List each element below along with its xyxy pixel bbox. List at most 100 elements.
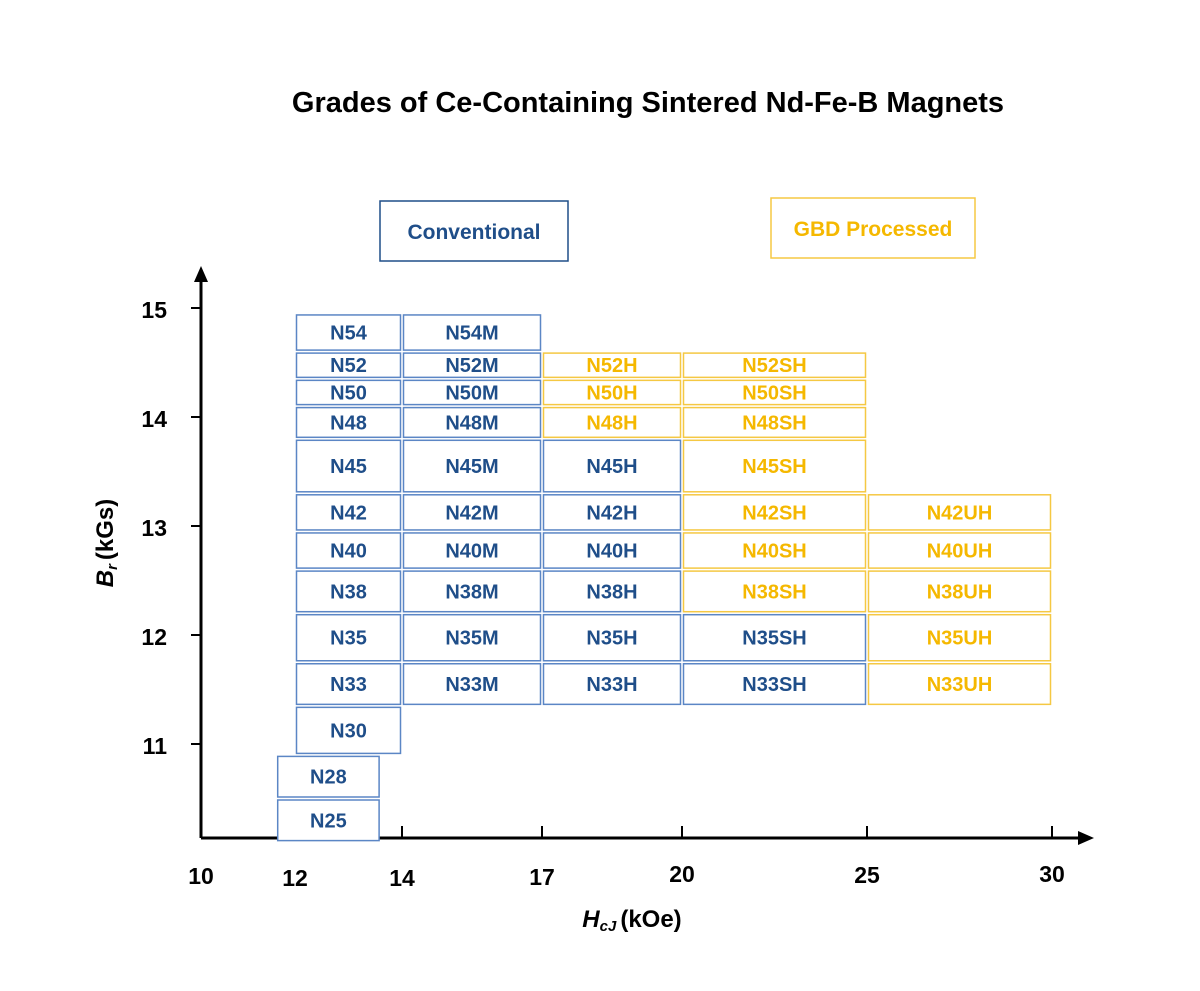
legend: Conventional GBD Processed	[379, 197, 976, 262]
y-axis-label: Br (kGs)	[92, 499, 121, 588]
grade-label-n42sh: N42SH	[742, 502, 806, 524]
grade-cell-n50h	[542, 379, 682, 406]
x-ticks: 10 12 14 17 20 25 30	[188, 826, 1065, 891]
grade-label-n33: N33	[330, 674, 367, 696]
grade-cell-n40uh	[867, 532, 1052, 569]
x-axis-label-unit: (kOe)	[620, 906, 681, 933]
x-axis-label-sub: cJ	[600, 918, 617, 935]
grade-cell-n30	[295, 706, 402, 755]
grade-label-n35h: N35H	[586, 628, 637, 650]
grade-cell-n45h	[542, 439, 682, 493]
grade-label-n40m: N40M	[445, 541, 498, 563]
grade-label-n50: N50	[330, 382, 367, 404]
grade-cell-n33sh	[682, 663, 867, 706]
grade-cell-n40h	[542, 532, 682, 569]
grade-label-n45sh: N45SH	[742, 456, 806, 478]
y-tick-label-11: 11	[143, 733, 168, 759]
grade-cell-n35sh	[682, 613, 867, 662]
y-ticks: 11 12 13 14 15	[141, 297, 201, 759]
grade-label-n33uh: N33UH	[927, 674, 993, 696]
grade-cell-n40sh	[682, 532, 867, 569]
grade-cell-n40	[295, 532, 402, 569]
grade-label-n38uh: N38UH	[927, 581, 993, 603]
grade-label-n33sh: N33SH	[742, 674, 806, 696]
grade-label-n48h: N48H	[586, 412, 637, 434]
grade-cell-n33	[295, 663, 402, 706]
grade-label-n40sh: N40SH	[742, 541, 806, 563]
grade-cell-n52	[295, 352, 402, 379]
grade-label-n30: N30	[330, 720, 367, 742]
grade-label-n38h: N38H	[586, 581, 637, 603]
grade-cell-n45sh	[682, 439, 867, 493]
grade-cell-n42h	[542, 494, 682, 531]
legend-box-conventional	[379, 200, 569, 262]
grade-cell-n38sh	[682, 570, 867, 613]
grade-cell-n45m	[402, 439, 542, 493]
grade-label-n38: N38	[330, 581, 367, 603]
grade-label-n25: N25	[310, 810, 347, 832]
grade-label-n48sh: N48SH	[742, 412, 806, 434]
grade-label-n50m: N50M	[445, 382, 498, 404]
grade-cell-n42uh	[867, 494, 1052, 531]
grade-cell-n42	[295, 494, 402, 531]
grade-cell-n48	[295, 406, 402, 439]
grade-label-n35uh: N35UH	[927, 628, 993, 650]
grade-label-n42uh: N42UH	[927, 502, 993, 524]
grade-label-n35sh: N35SH	[742, 628, 806, 650]
grade-label-n50sh: N50SH	[742, 382, 806, 404]
grade-label-n40h: N40H	[586, 541, 637, 563]
grade-cell-n35m	[402, 613, 542, 662]
grade-label-n33h: N33H	[586, 674, 637, 696]
grade-cell-n54	[295, 314, 402, 351]
x-axis-label-main: H	[582, 906, 600, 933]
grade-label-n38m: N38M	[445, 581, 498, 603]
grade-label-n52m: N52M	[445, 355, 498, 377]
grade-cell-n38uh	[867, 570, 1052, 613]
grade-cell-n38m	[402, 570, 542, 613]
grade-cell-n45	[295, 439, 402, 493]
grade-cell-n33h	[542, 663, 682, 706]
x-axis-arrow	[1078, 831, 1094, 845]
legend-box-gbd	[770, 197, 976, 259]
grade-label-n52: N52	[330, 355, 367, 377]
grade-cell-n48sh	[682, 406, 867, 439]
y-tick-label-13: 13	[141, 515, 167, 541]
grade-cell-n42sh	[682, 494, 867, 531]
x-tick-label-14: 14	[389, 865, 415, 891]
grade-label-n28: N28	[310, 767, 347, 789]
grade-cell-n35	[295, 613, 402, 662]
grade-cell-n33m	[402, 663, 542, 706]
grade-label-n33m: N33M	[445, 674, 498, 696]
grade-label-n38sh: N38SH	[742, 581, 806, 603]
x-tick-label-30: 30	[1039, 861, 1065, 887]
grade-label-n45h: N45H	[586, 456, 637, 478]
grade-cell-n50	[295, 379, 402, 406]
grade-cell-n48m	[402, 406, 542, 439]
grade-label-n54m: N54M	[445, 323, 498, 345]
y-tick-label-14: 14	[141, 406, 167, 432]
grade-label-n35m: N35M	[445, 628, 498, 650]
y-axis-label-unit: (kGs)	[92, 499, 119, 560]
grade-cell-n42m	[402, 494, 542, 531]
grade-label-n45: N45	[330, 456, 367, 478]
grade-cell-n38h	[542, 570, 682, 613]
grade-label-n40uh: N40UH	[927, 541, 993, 563]
x-tick-label-12: 12	[282, 865, 308, 891]
grade-cell-n28	[276, 755, 380, 798]
grade-label-n40: N40	[330, 541, 367, 563]
x-tick-label-25: 25	[854, 862, 880, 888]
x-tick-label-20: 20	[669, 861, 695, 887]
grade-label-n45m: N45M	[445, 456, 498, 478]
grade-label-n42m: N42M	[445, 502, 498, 524]
legend-label-gbd: GBD Processed	[794, 218, 953, 241]
grade-label-n42: N42	[330, 502, 367, 524]
grade-cell-n35uh	[867, 613, 1052, 662]
grade-label-n52h: N52H	[586, 355, 637, 377]
grade-cell-n38	[295, 570, 402, 613]
grade-label-n42h: N42H	[586, 502, 637, 524]
grade-cell-n35h	[542, 613, 682, 662]
grade-cell-n52m	[402, 352, 542, 379]
x-axis-label: HcJ (kOe)	[582, 906, 681, 935]
grade-label-n35: N35	[330, 628, 367, 650]
grade-label-n54: N54	[330, 323, 368, 345]
